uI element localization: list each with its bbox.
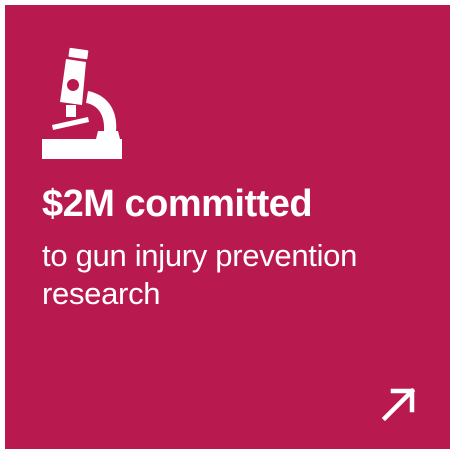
subtext: to gun injury prevention research: [42, 238, 358, 311]
microscope-icon: [42, 47, 124, 159]
arrow-up-right-icon[interactable]: [381, 386, 417, 422]
stat-card[interactable]: $2M committed to gun injury prevention r…: [5, 5, 450, 449]
headline: $2M committed: [42, 183, 313, 225]
